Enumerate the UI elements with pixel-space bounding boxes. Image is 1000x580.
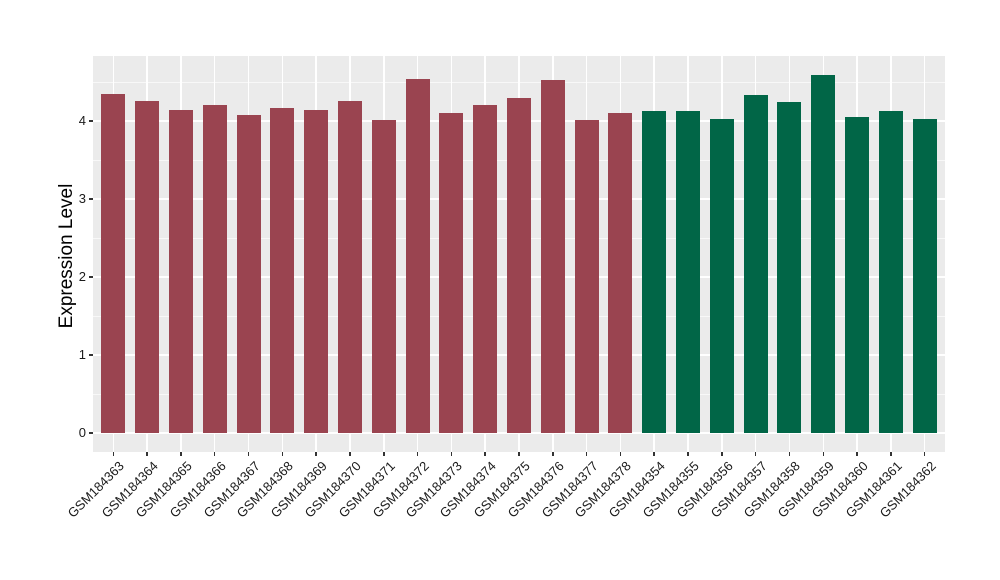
plot-panel: [93, 56, 945, 452]
bar: [912, 118, 937, 433]
x-axis-tick: [687, 452, 689, 456]
x-axis-tick: [552, 452, 554, 456]
x-axis-tick: [247, 452, 250, 456]
bar: [777, 102, 802, 433]
y-axis-tick: [88, 354, 93, 356]
y-tick-label: 4: [78, 113, 86, 128]
bar: [371, 120, 396, 433]
x-axis-tick: [416, 452, 419, 456]
x-axis-tick: [822, 452, 825, 456]
x-axis-tick: [146, 452, 148, 456]
y-tick-label: 2: [78, 269, 86, 284]
x-axis-tick: [315, 452, 317, 456]
gridline-major: [93, 432, 945, 434]
bar: [439, 113, 464, 433]
x-axis-tick: [619, 452, 622, 456]
y-tick-label: 3: [78, 191, 86, 206]
bar: [676, 110, 701, 433]
bar: [236, 114, 261, 433]
y-axis-tick: [88, 198, 93, 200]
bar: [878, 110, 903, 433]
bar: [168, 110, 193, 433]
x-axis-tick: [450, 452, 453, 456]
x-axis-tick: [923, 452, 926, 456]
bar: [574, 120, 599, 433]
x-axis-tick: [281, 452, 284, 456]
bar: [709, 118, 734, 433]
bar: [473, 104, 498, 433]
bar: [845, 117, 870, 433]
gridline-minor: [93, 82, 945, 83]
x-axis-tick: [213, 452, 216, 456]
y-tick-label: 0: [78, 425, 86, 440]
bar: [608, 113, 633, 433]
x-axis-tick: [653, 452, 655, 456]
x-axis-tick: [349, 452, 351, 456]
bar: [540, 79, 565, 433]
y-axis-tick: [88, 432, 93, 434]
x-axis-tick: [484, 452, 486, 456]
bar: [642, 110, 667, 433]
bar: [507, 98, 531, 433]
x-axis-tick: [112, 452, 115, 456]
y-axis-tick: [88, 120, 93, 122]
bar: [304, 110, 329, 433]
bar: [135, 100, 160, 433]
bar: [202, 104, 227, 433]
x-axis-tick: [383, 452, 385, 456]
bar: [101, 94, 126, 433]
x-axis-tick: [788, 452, 791, 456]
x-axis-tick: [856, 452, 858, 456]
y-tick-label: 1: [78, 347, 86, 362]
bar: [405, 78, 430, 433]
y-axis-tick: [88, 276, 93, 278]
x-axis-tick: [518, 452, 520, 456]
x-axis-tick: [721, 452, 723, 456]
x-axis-tick: [180, 452, 182, 456]
bar: [811, 74, 836, 433]
bar: [337, 100, 362, 433]
x-axis-tick: [754, 452, 757, 456]
x-axis-tick: [890, 452, 892, 456]
bar: [743, 95, 768, 433]
bar: [270, 107, 295, 433]
x-axis-tick: [585, 452, 588, 456]
